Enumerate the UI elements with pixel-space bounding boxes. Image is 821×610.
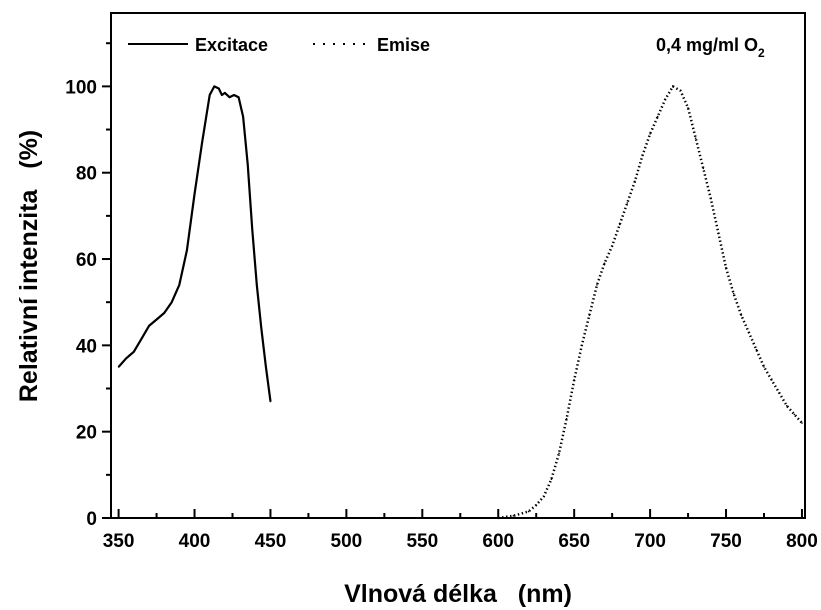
y-tick-label: 40 xyxy=(76,336,97,357)
series-point-excitace xyxy=(246,163,249,165)
series-point-emise xyxy=(649,133,651,135)
series-point-excitace xyxy=(265,366,267,368)
series-point-excitace xyxy=(132,351,135,353)
series-point-emise xyxy=(527,510,530,513)
legend-label-emise: Emise xyxy=(377,35,430,55)
series-point-emise xyxy=(687,107,689,109)
y-tick-label: 20 xyxy=(76,423,97,444)
series-point-excitace xyxy=(251,228,254,230)
series-point-excitace xyxy=(255,284,258,286)
series-point-excitace xyxy=(237,96,240,98)
series-point-emise xyxy=(694,137,697,139)
x-tick-label: 350 xyxy=(103,531,135,552)
x-tick-label: 650 xyxy=(558,531,590,552)
series-point-excitace xyxy=(213,85,216,88)
series-point-emise xyxy=(550,478,553,480)
x-tick-label: 550 xyxy=(406,531,438,552)
series-point-excitace xyxy=(117,366,120,368)
series-point-excitace xyxy=(201,141,203,144)
series-point-emise xyxy=(717,232,720,234)
series-point-emise xyxy=(702,167,705,170)
series-point-emise xyxy=(778,392,780,394)
series-point-emise xyxy=(710,197,712,200)
x-tick-label: 750 xyxy=(710,531,742,552)
y-tick-label: 80 xyxy=(76,164,97,185)
series-line-emise xyxy=(498,85,803,520)
series-point-excitace xyxy=(260,327,263,329)
series-point-excitace xyxy=(269,400,272,403)
series-point-excitace xyxy=(186,249,188,252)
plot-frame xyxy=(110,12,806,519)
x-axis-title: Vlnová délka (nm) xyxy=(344,580,572,608)
series-point-emise xyxy=(588,314,591,316)
series-point-emise xyxy=(748,331,750,334)
series-point-emise xyxy=(565,417,568,420)
legend-label-excitace: Excitace xyxy=(195,35,268,55)
y-tick-label: 100 xyxy=(65,77,97,98)
series-point-emise xyxy=(785,404,788,407)
series-point-emise xyxy=(740,314,743,316)
x-tick-label: 800 xyxy=(786,531,818,552)
series-point-emise xyxy=(793,413,796,416)
series-point-excitace xyxy=(140,338,143,340)
series-point-excitace xyxy=(148,325,150,327)
x-tick-label: 700 xyxy=(634,531,666,552)
series-point-emise xyxy=(755,348,758,351)
series-point-emise xyxy=(801,422,803,424)
y-axis-title: Relativní intenzita (%) xyxy=(15,130,43,402)
series-point-excitace xyxy=(193,193,196,196)
series-point-emise xyxy=(679,89,682,92)
series-point-emise xyxy=(732,292,735,295)
y-tick-label: 0 xyxy=(86,509,97,530)
series-point-emise xyxy=(770,379,773,381)
series-point-emise xyxy=(596,284,598,286)
series-point-emise xyxy=(535,504,538,506)
annotation-main-text: 0,4 mg/ml O xyxy=(656,35,758,55)
series-point-emise xyxy=(672,85,674,88)
series-point-excitace xyxy=(155,318,158,321)
series-point-excitace xyxy=(242,115,244,118)
series-point-emise xyxy=(543,495,545,498)
series-point-excitace xyxy=(233,94,235,96)
x-tick-label: 450 xyxy=(255,531,287,552)
series-point-excitace xyxy=(228,96,231,98)
series-point-emise xyxy=(611,245,613,247)
legend: Excitace Emise xyxy=(128,35,430,55)
series-point-emise xyxy=(725,266,727,269)
series-point-excitace xyxy=(178,284,181,286)
x-tick-label: 400 xyxy=(179,531,211,552)
series-point-emise xyxy=(512,515,515,517)
series-point-excitace xyxy=(224,92,226,94)
series-point-emise xyxy=(603,262,606,265)
series-point-emise xyxy=(656,115,659,118)
series-point-emise xyxy=(573,379,575,381)
series-point-excitace xyxy=(125,357,127,360)
series-layer xyxy=(117,85,803,520)
series-point-excitace xyxy=(170,301,173,303)
series-point-emise xyxy=(497,517,500,519)
annotation-subscript: 2 xyxy=(758,46,765,60)
ticks-layer: 350 400 450 500 550 600 650 700 750 800 0 20 40 60 80 1… xyxy=(65,42,818,552)
series-point-excitace xyxy=(208,94,211,96)
series-point-excitace xyxy=(218,87,220,90)
annotation-concentration: 0,4 mg/ml O2 xyxy=(656,35,765,60)
series-point-emise xyxy=(763,366,765,368)
series-point-emise xyxy=(634,180,636,183)
series-point-excitace xyxy=(221,94,223,96)
series-point-excitace xyxy=(163,312,165,314)
series-line-excitace xyxy=(117,85,272,402)
series-point-emise xyxy=(580,344,583,347)
series-point-emise xyxy=(618,223,621,226)
series-point-emise xyxy=(664,98,667,101)
series-point-emise xyxy=(626,202,629,204)
series-point-emise xyxy=(558,452,560,455)
x-tick-label: 500 xyxy=(331,531,363,552)
y-tick-label: 60 xyxy=(76,250,97,271)
x-tick-label: 600 xyxy=(482,531,514,552)
series-point-emise xyxy=(641,154,644,157)
